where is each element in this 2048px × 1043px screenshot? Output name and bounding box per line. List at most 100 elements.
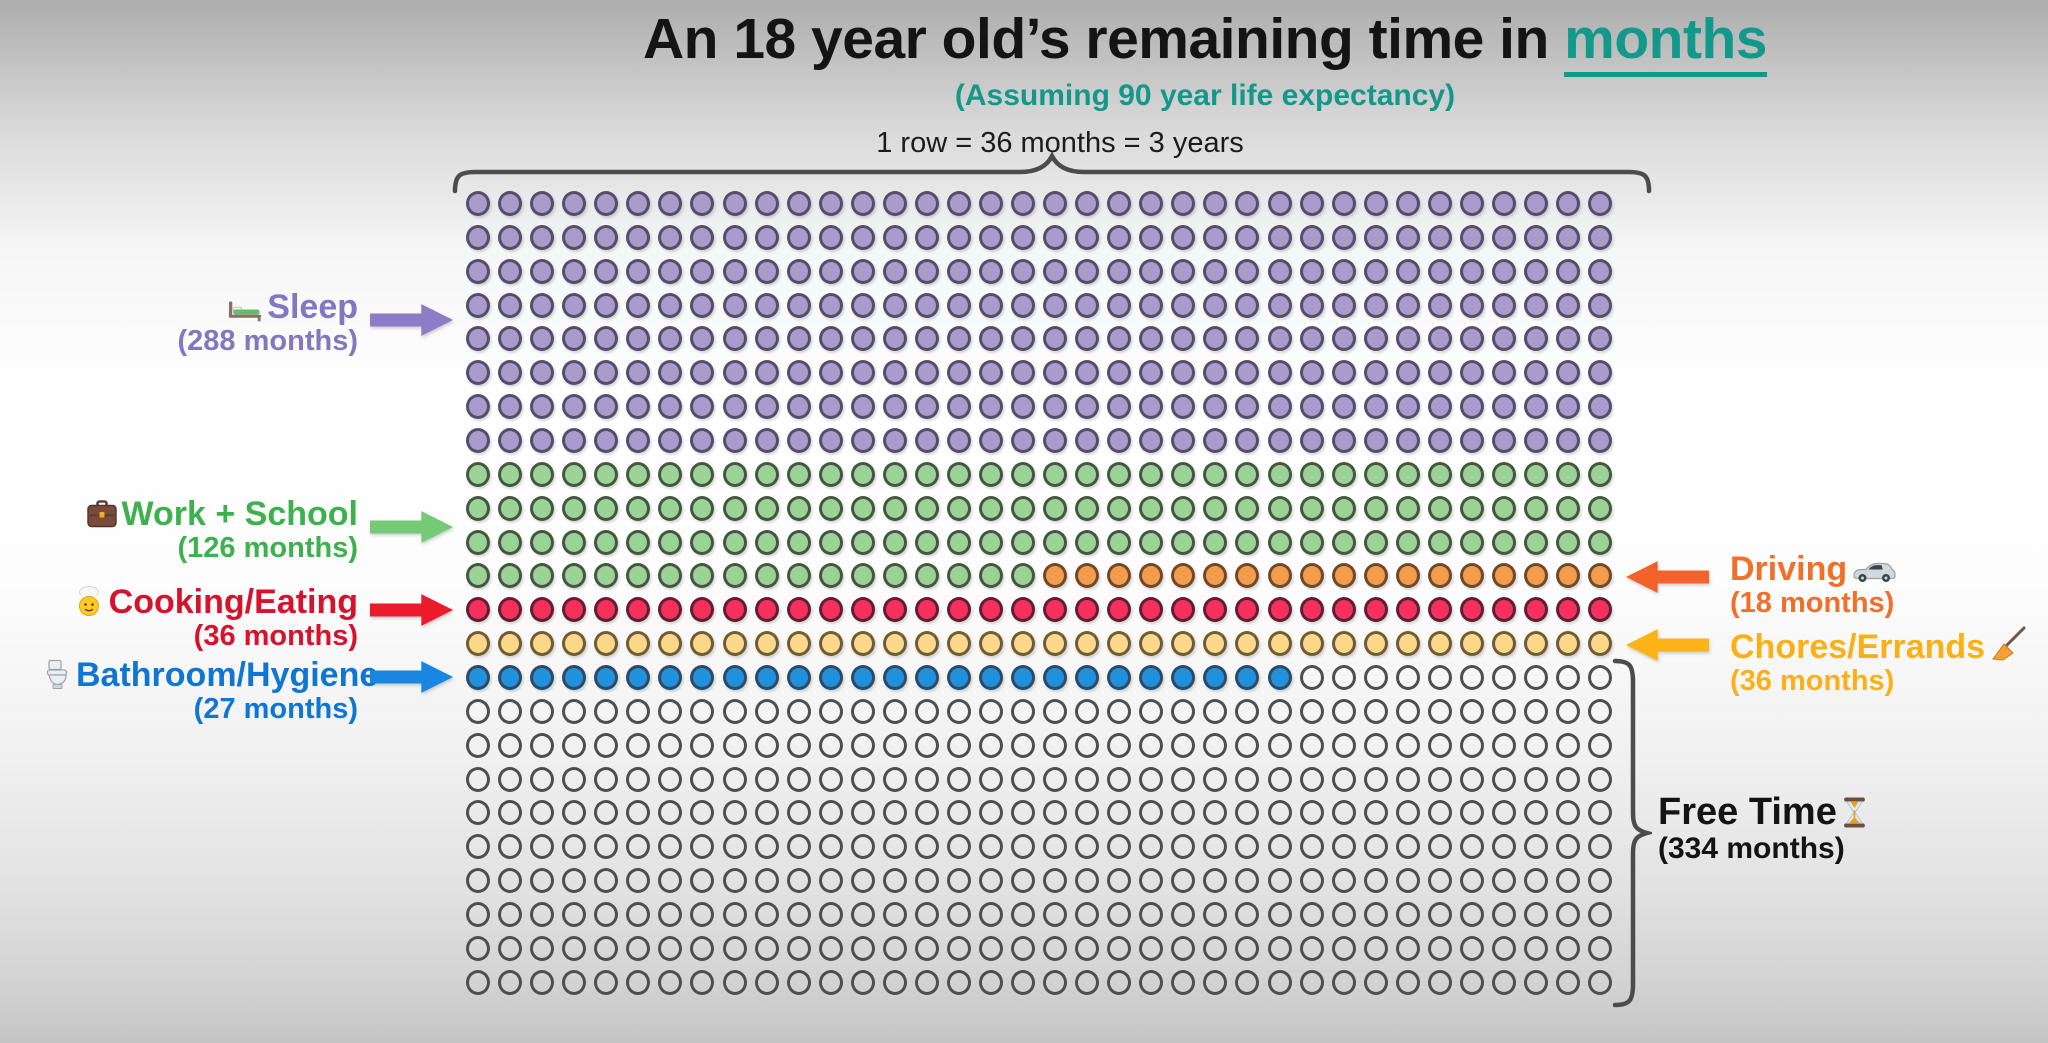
month-dot-bathroom_hygiene — [979, 664, 1003, 690]
month-dot-work_school — [1588, 495, 1613, 521]
toilet-icon — [46, 659, 68, 689]
month-dot-bathroom_hygiene — [722, 664, 747, 690]
month-dot-sleep — [626, 360, 651, 386]
month-dot-work_school — [1524, 529, 1548, 555]
month-dot-free_time — [1331, 834, 1356, 860]
month-dot-driving — [1235, 563, 1260, 589]
month-dot-free_time — [1491, 868, 1516, 893]
legend-sleep: Sleep (288 months) — [40, 289, 358, 356]
month-dot-free_time — [1171, 834, 1196, 860]
month-dot-free_time — [882, 800, 907, 826]
month-dot-sleep — [1107, 191, 1132, 216]
sleep-arrow — [370, 304, 454, 336]
month-dot-free_time — [1107, 834, 1132, 860]
month-dot-free_time — [594, 901, 619, 927]
legend-work-school-months: (126 months) — [177, 531, 358, 564]
month-dot-free_time — [1524, 834, 1548, 860]
row-equivalence-note: 1 row = 36 months = 3 years — [876, 127, 1244, 159]
month-dot-free_time — [1107, 800, 1132, 826]
month-dot-free_time — [722, 800, 747, 826]
month-dot-free_time — [882, 868, 907, 893]
month-dot-sleep — [1299, 326, 1324, 352]
month-dot-sleep — [466, 326, 490, 352]
month-dot-sleep — [1427, 360, 1452, 386]
month-dot-bathroom_hygiene — [1107, 664, 1132, 690]
month-dot-free_time — [882, 834, 907, 860]
month-dot-free_time — [818, 766, 843, 792]
month-dot-cooking_eating — [1139, 597, 1164, 623]
month-dot-chores_errands — [850, 631, 875, 657]
month-dot-free_time — [1203, 732, 1228, 758]
month-dot-work_school — [498, 461, 523, 487]
month-dot-free_time — [1524, 732, 1548, 758]
month-dot-sleep — [979, 258, 1003, 284]
month-dot-free_time — [1524, 969, 1548, 995]
month-dot-sleep — [1299, 224, 1324, 250]
month-dot-sleep — [1075, 428, 1100, 453]
month-dot-cooking_eating — [882, 597, 907, 623]
month-dot-sleep — [1075, 360, 1100, 386]
month-dot-sleep — [1235, 224, 1260, 250]
month-dot-free_time — [1331, 935, 1356, 961]
month-dot-free_time — [1203, 698, 1228, 724]
month-dot-bathroom_hygiene — [626, 664, 651, 690]
month-dot-sleep — [722, 258, 747, 284]
month-dot-sleep — [498, 326, 523, 352]
month-dot-free_time — [818, 800, 843, 826]
month-dot-sleep — [914, 258, 939, 284]
month-dot-free_time — [594, 834, 619, 860]
legend-chores-errands-label: Chores/Errands — [1730, 628, 1986, 666]
month-dot-sleep — [1459, 191, 1484, 216]
month-dot-sleep — [1491, 224, 1516, 250]
month-dot-free_time — [786, 732, 811, 758]
month-dot-sleep — [562, 191, 587, 216]
month-dot-work_school — [594, 495, 619, 521]
month-dot-sleep — [562, 292, 587, 318]
month-dot-free_time — [914, 901, 939, 927]
month-dot-sleep — [594, 326, 619, 352]
month-dot-sleep — [1427, 258, 1452, 284]
month-dot-sleep — [1011, 258, 1035, 284]
month-dot-cooking_eating — [1524, 597, 1548, 623]
month-dot-free_time — [722, 834, 747, 860]
month-dot-bathroom_hygiene — [754, 664, 779, 690]
month-dot-sleep — [690, 258, 715, 284]
month-dot-sleep — [1139, 258, 1164, 284]
month-dot-free_time — [594, 732, 619, 758]
month-dot-sleep — [722, 394, 747, 420]
month-dot-free_time — [1556, 868, 1580, 893]
month-dot-free_time — [658, 868, 683, 893]
title-prefix: An 18 year old’s remaining time in — [643, 7, 1565, 71]
month-dot-sleep — [1203, 191, 1228, 216]
month-dot-sleep — [594, 224, 619, 250]
month-dot-chores_errands — [1171, 631, 1196, 657]
month-dot-driving — [1395, 563, 1420, 589]
month-dot-work_school — [1588, 461, 1613, 487]
month-dot-sleep — [914, 292, 939, 318]
month-dot-sleep — [1427, 224, 1452, 250]
month-dot-chores_errands — [1427, 631, 1452, 657]
month-dot-bathroom_hygiene — [1011, 664, 1035, 690]
month-dot-sleep — [1075, 224, 1100, 250]
month-dot-work_school — [626, 495, 651, 521]
month-dot-sleep — [1075, 292, 1100, 318]
month-dot-free_time — [1203, 800, 1228, 826]
month-dot-free_time — [1363, 834, 1388, 860]
month-dot-free_time — [1139, 969, 1164, 995]
month-dot-chores_errands — [690, 631, 715, 657]
month-dot-work_school — [690, 529, 715, 555]
month-dot-work_school — [658, 461, 683, 487]
month-dot-sleep — [1556, 292, 1580, 318]
month-dot-sleep — [498, 428, 523, 453]
month-dot-sleep — [690, 394, 715, 420]
month-dot-free_time — [1459, 868, 1484, 893]
month-dot-free_time — [690, 698, 715, 724]
month-dot-free_time — [882, 901, 907, 927]
month-dot-driving — [1363, 563, 1388, 589]
month-dot-sleep — [530, 292, 555, 318]
legend-free-time-label: Free Time — [1658, 791, 1837, 833]
month-dot-free_time — [1299, 901, 1324, 927]
month-dot-cooking_eating — [626, 597, 651, 623]
month-dot-sleep — [1267, 394, 1292, 420]
